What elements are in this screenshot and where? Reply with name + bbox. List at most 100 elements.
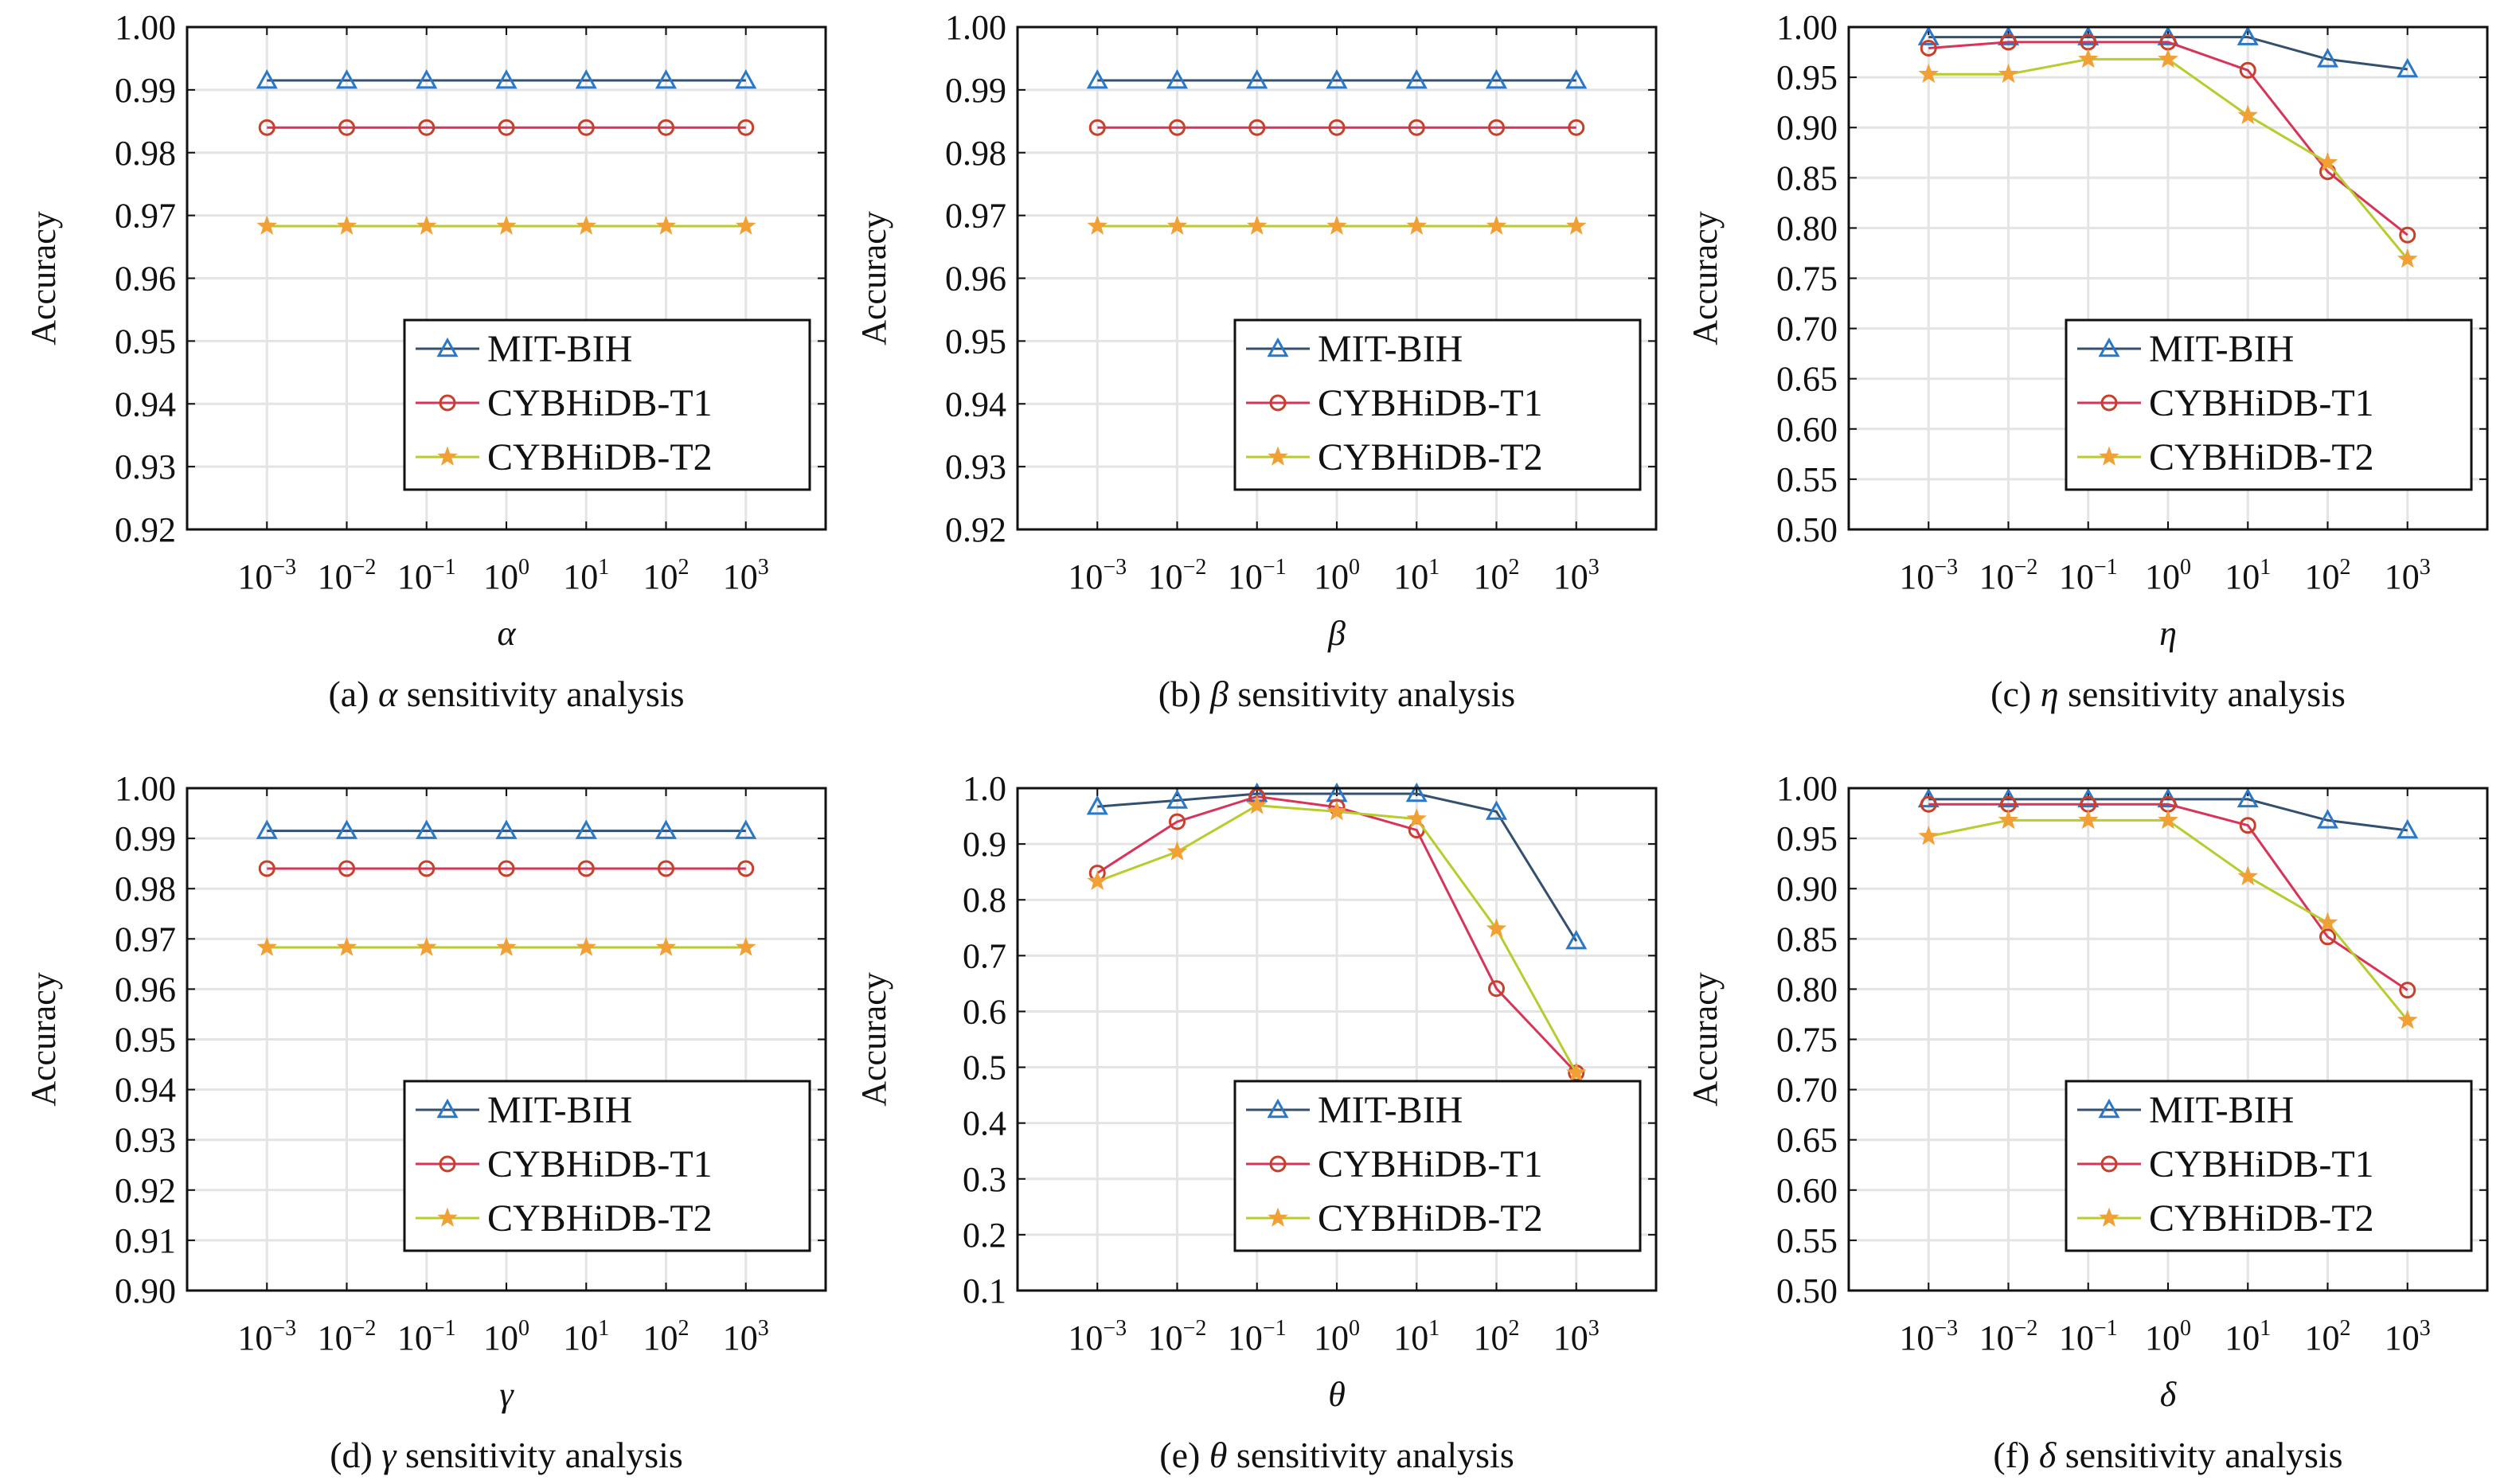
series-mit-bih	[1086, 68, 1588, 89]
x-tick-base: 10	[397, 557, 432, 596]
data-point-circle	[1408, 119, 1425, 136]
data-point-triangle	[2397, 57, 2419, 78]
x-tick-label: 101	[1393, 1316, 1440, 1357]
x-tick-base: 10	[318, 557, 353, 596]
data-point-circle	[1169, 813, 1186, 830]
data-point-star	[496, 936, 517, 956]
y-tick-label: 0.97	[945, 197, 1006, 236]
caption-panel-label: (f)	[1993, 1435, 2038, 1475]
x-tick-base: 10	[1068, 557, 1103, 596]
plot-frame	[1016, 25, 1658, 531]
legend-marker-triangle	[2098, 337, 2120, 357]
legend-label: MIT-BIH	[1318, 328, 1463, 370]
x-tick-exponent: −2	[2014, 555, 2038, 580]
data-point-circle	[577, 860, 595, 877]
y-tick-label: 0.95	[945, 322, 1006, 361]
x-tick-base: 10	[723, 1318, 758, 1357]
y-axis-label: Accuracy	[24, 972, 63, 1107]
x-tick-label: 10−2	[1979, 555, 2038, 596]
data-point-triangle	[735, 819, 757, 839]
x-tick-label: 101	[563, 555, 609, 596]
x-tick-label: 101	[563, 1316, 609, 1357]
data-point-triangle	[1565, 930, 1588, 950]
x-tick-label: 10−1	[1228, 1316, 1287, 1357]
plot-frame	[186, 25, 827, 531]
data-point-circle	[737, 119, 755, 136]
series-mit-bih	[256, 819, 757, 839]
legend-marker-triangle	[436, 337, 459, 357]
y-tick-label: 0.93	[115, 1121, 176, 1160]
legend-label: CYBHiDB-T2	[487, 436, 713, 478]
x-tick-base: 10	[1899, 557, 1934, 596]
y-tick-label: 0.1	[963, 1271, 1006, 1310]
y-tick-label: 0.65	[1776, 360, 1838, 399]
legend-marker-star	[2099, 446, 2119, 466]
x-tick-exponent: 3	[1588, 1316, 1600, 1341]
data-point-circle	[498, 860, 515, 877]
x-tick-base: 10	[563, 557, 598, 596]
series-cybhidb-t2	[1918, 809, 2418, 1029]
caption-parameter: θ	[1209, 1435, 1228, 1475]
y-tick-label: 0.70	[1776, 1071, 1838, 1110]
y-tick-label: 0.50	[1776, 510, 1838, 549]
legend-marker-circle	[2100, 1155, 2118, 1173]
panel-caption: (c) η sensitivity analysis	[1990, 674, 2346, 714]
y-tick-label: 0.98	[115, 134, 176, 173]
x-tick-label: 103	[2385, 1316, 2431, 1357]
y-tick-label: 0.94	[945, 385, 1006, 424]
legend-marker-star	[2099, 1207, 2119, 1227]
legend-label: CYBHiDB-T2	[487, 1197, 713, 1240]
x-tick-exponent: 3	[2420, 555, 2431, 580]
x-tick-exponent: 0	[1349, 1316, 1360, 1341]
plot-frame	[1847, 787, 2489, 1292]
x-tick-label: 10−2	[318, 555, 377, 596]
legend-marker-circle	[2100, 394, 2118, 412]
x-tick-exponent: −3	[1103, 555, 1127, 580]
caption-parameter: γ	[381, 1435, 397, 1475]
x-tick-exponent: 3	[758, 555, 769, 580]
data-point-star	[1326, 215, 1347, 235]
x-tick-label: 10−3	[1899, 1316, 1958, 1357]
x-tick-base: 10	[397, 1318, 432, 1357]
x-tick-label: 103	[2385, 555, 2431, 596]
series-mit-bih	[256, 68, 757, 89]
data-point-star	[336, 936, 357, 956]
x-tick-exponent: 1	[1428, 1316, 1440, 1341]
y-tick-label: 0.90	[115, 1271, 176, 1310]
y-tick-label: 0.50	[1776, 1271, 1838, 1310]
y-axis-label: Accuracy	[24, 211, 63, 346]
x-tick-base: 10	[2305, 557, 2340, 596]
data-point-star	[1486, 215, 1507, 235]
chart-panel-f: 0.50 0.55 0.60 0.65 0.70 0.75 0.80 0.85 0.90 0.95…	[1686, 769, 2489, 1475]
x-tick-exponent: 1	[598, 555, 609, 580]
x-tick-label: 103	[723, 555, 769, 596]
y-tick-label: 1.0	[963, 769, 1006, 808]
x-tick-base: 10	[237, 557, 272, 596]
legend-marker-circle	[1269, 394, 1287, 412]
y-axis-label: Accuracy	[1686, 211, 1725, 346]
x-tick-base: 10	[1148, 1318, 1183, 1357]
x-tick-exponent: 1	[2260, 1316, 2271, 1341]
data-point-triangle	[1246, 68, 1268, 89]
caption-panel-label: (b)	[1158, 674, 1210, 714]
data-point-star	[1326, 800, 1347, 821]
x-tick-base: 10	[2059, 557, 2094, 596]
y-tick-label: 0.99	[115, 819, 176, 858]
x-tick-exponent: −1	[2094, 555, 2118, 580]
legend-marker-triangle	[1267, 1098, 1289, 1119]
x-tick-exponent: 0	[1349, 555, 1360, 580]
data-point-triangle	[495, 819, 518, 839]
data-point-star	[1166, 215, 1188, 235]
data-point-star	[2397, 248, 2418, 268]
x-tick-label: 10−2	[1148, 555, 1207, 596]
x-tick-base: 10	[723, 557, 758, 596]
series-cybhidb-t1	[1088, 119, 1585, 136]
series-cybhidb-t1	[1920, 33, 2416, 244]
caption-suffix: sensitivity analysis	[1229, 674, 1515, 714]
legend-marker-star	[1268, 446, 1288, 466]
legend-marker-star	[437, 446, 458, 466]
chart-panel-d: 0.90 0.91 0.92 0.93 0.94 0.95 0.96 0.97 0.98 0.99…	[24, 769, 827, 1475]
data-point-star	[1565, 215, 1587, 235]
x-axis-label: δ	[2160, 1375, 2178, 1414]
data-point-star	[735, 215, 756, 235]
